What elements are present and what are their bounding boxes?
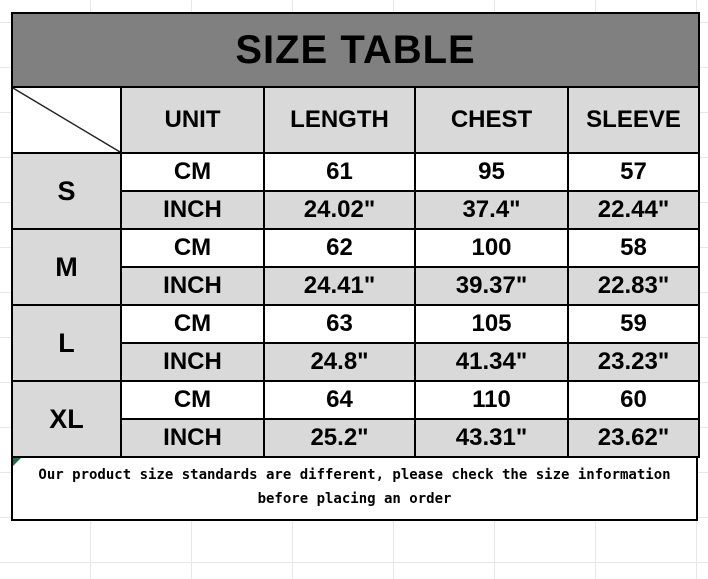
row-m-cm: M CM 62 100 58 (11, 228, 701, 306)
column-header-chest: CHEST (414, 86, 569, 154)
cell-s-inch-chest: 37.4" (414, 190, 569, 230)
cell-m-cm-sleeve: 58 (566, 228, 701, 268)
size-label-m: M (11, 228, 122, 306)
cell-s-inch-length: 24.02" (263, 190, 416, 230)
row-l-cm: L CM 63 105 59 (11, 304, 701, 382)
cell-s-cm-length: 61 (263, 152, 416, 192)
cell-xl-inch-chest: 43.31" (414, 418, 569, 458)
diagonal-line (13, 88, 120, 152)
cell-m-inch-length: 24.41" (263, 266, 416, 306)
cell-xl-cm-chest: 110 (414, 380, 569, 420)
cell-xl-cm-unit: CM (120, 380, 265, 420)
cell-xl-inch-sleeve: 23.62" (566, 418, 701, 458)
green-triangle-icon (13, 458, 21, 466)
cell-l-cm-unit: CM (120, 304, 265, 344)
cell-l-inch-unit: INCH (120, 342, 265, 382)
cell-s-cm-chest: 95 (414, 152, 569, 192)
cell-m-cm-chest: 100 (414, 228, 569, 268)
cell-l-cm-chest: 105 (414, 304, 569, 344)
size-table-container: SIZE TABLE UNIT LENGTH CHEST SLEEVE S CM… (10, 12, 701, 521)
cell-s-inch-sleeve: 22.44" (566, 190, 701, 230)
cell-s-inch-unit: INCH (120, 190, 265, 230)
row-xl-cm: XL CM 64 110 60 (11, 380, 701, 458)
column-header-unit: UNIT (120, 86, 265, 154)
cell-l-inch-length: 24.8" (263, 342, 416, 382)
cell-xl-cm-length: 64 (263, 380, 416, 420)
cell-m-cm-length: 62 (263, 228, 416, 268)
diagonal-header-cell (11, 86, 122, 154)
table-title: SIZE TABLE (10, 12, 701, 88)
note-line-1: Our product size standards are different… (38, 467, 671, 483)
cell-xl-inch-length: 25.2" (263, 418, 416, 458)
row-l-inch: INCH 24.8" 41.34" 23.23" (12, 342, 701, 382)
cell-m-inch-chest: 39.37" (414, 266, 569, 306)
row-m-inch: INCH 24.41" 39.37" 22.83" (12, 266, 701, 306)
cell-m-inch-sleeve: 22.83" (566, 266, 701, 306)
cell-l-cm-length: 63 (263, 304, 416, 344)
row-s-inch: INCH 24.02" 37.4" 22.44" (12, 190, 701, 230)
note-line-2: before placing an order (257, 491, 452, 507)
cell-l-inch-chest: 41.34" (414, 342, 569, 382)
cell-s-cm-sleeve: 57 (566, 152, 701, 192)
size-table: SIZE TABLE UNIT LENGTH CHEST SLEEVE S CM… (10, 12, 701, 458)
title-row: SIZE TABLE (10, 12, 701, 88)
cell-xl-cm-sleeve: 60 (566, 380, 701, 420)
cell-m-cm-unit: CM (120, 228, 265, 268)
size-label-xl: XL (11, 380, 122, 458)
cell-s-cm-unit: CM (120, 152, 265, 192)
cell-m-inch-unit: INCH (120, 266, 265, 306)
cell-l-inch-sleeve: 23.23" (566, 342, 701, 382)
column-header-length: LENGTH (263, 86, 416, 154)
header-row: UNIT LENGTH CHEST SLEEVE (11, 86, 701, 154)
cell-xl-inch-unit: INCH (120, 418, 265, 458)
column-header-sleeve: SLEEVE (566, 86, 701, 154)
row-s-cm: S CM 61 95 57 (11, 152, 701, 230)
cell-l-cm-sleeve: 59 (566, 304, 701, 344)
size-label-s: S (11, 152, 122, 230)
size-label-l: L (11, 304, 122, 382)
note-box: Our product size standards are different… (11, 456, 698, 521)
